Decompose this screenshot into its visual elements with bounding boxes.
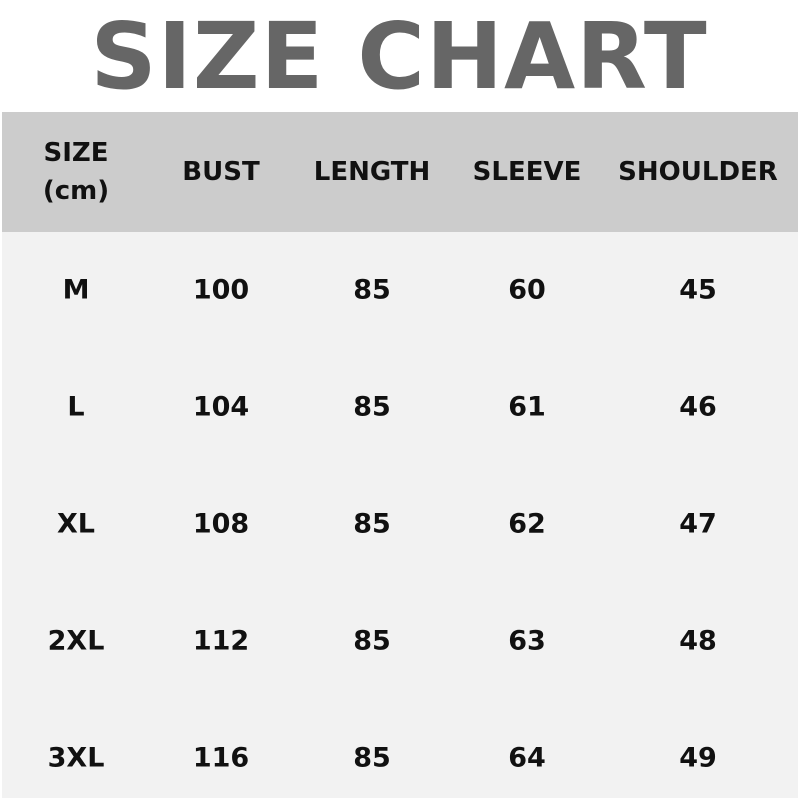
cell-size: XL [56, 508, 96, 540]
cell-sleeve: 60 [508, 274, 546, 306]
cell-length: 85 [353, 391, 391, 423]
cell-length: 85 [353, 508, 391, 540]
cell-bust: 116 [192, 742, 250, 774]
cell-size: 3XL [47, 742, 105, 774]
cell-bust: 100 [192, 274, 250, 306]
column-header-bust: BUST [182, 157, 260, 187]
column-header-size: SIZE (cm) [43, 134, 109, 210]
table-body [2, 232, 798, 798]
cell-shoulder: 48 [679, 625, 717, 657]
cell-bust: 112 [192, 625, 250, 657]
cell-length: 85 [353, 274, 391, 306]
cell-sleeve: 61 [508, 391, 546, 423]
column-header-size-line1: SIZE [43, 138, 109, 168]
cell-size: M [62, 274, 90, 306]
cell-size: L [67, 391, 85, 423]
table-header [2, 112, 798, 232]
cell-shoulder: 49 [679, 742, 717, 774]
cell-shoulder: 47 [679, 508, 717, 540]
page-title: SIZE CHART [90, 2, 708, 110]
cell-sleeve: 63 [508, 625, 546, 657]
column-header-shoulder: SHOULDER [618, 157, 778, 187]
cell-sleeve: 62 [508, 508, 546, 540]
column-header-size-line2: (cm) [42, 176, 110, 206]
cell-bust: 104 [192, 391, 250, 423]
cell-length: 85 [353, 625, 391, 657]
cell-shoulder: 46 [679, 391, 717, 423]
cell-bust: 108 [192, 508, 250, 540]
cell-sleeve: 64 [508, 742, 546, 774]
cell-length: 85 [353, 742, 391, 774]
cell-shoulder: 45 [679, 274, 717, 306]
cell-size: 2XL [47, 625, 105, 657]
column-header-length: LENGTH [313, 157, 431, 187]
column-header-sleeve: SLEEVE [472, 157, 582, 187]
